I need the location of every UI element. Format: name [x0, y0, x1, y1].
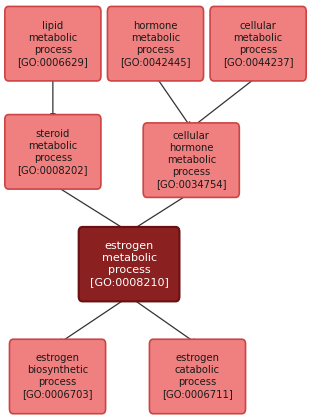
FancyBboxPatch shape — [108, 7, 204, 81]
FancyBboxPatch shape — [143, 123, 239, 198]
Text: estrogen
biosynthetic
process
[GO:0006703]: estrogen biosynthetic process [GO:000670… — [22, 354, 93, 399]
Text: estrogen
catabolic
process
[GO:0006711]: estrogen catabolic process [GO:0006711] — [162, 354, 233, 399]
FancyBboxPatch shape — [10, 339, 106, 414]
Text: cellular
metabolic
process
[GO:0044237]: cellular metabolic process [GO:0044237] — [223, 21, 293, 67]
FancyBboxPatch shape — [79, 227, 179, 301]
FancyBboxPatch shape — [5, 115, 101, 189]
FancyBboxPatch shape — [5, 7, 101, 81]
Text: lipid
metabolic
process
[GO:0006629]: lipid metabolic process [GO:0006629] — [17, 21, 88, 67]
FancyBboxPatch shape — [150, 339, 246, 414]
FancyBboxPatch shape — [210, 7, 306, 81]
Text: estrogen
metabolic
process
[GO:0008210]: estrogen metabolic process [GO:0008210] — [90, 241, 169, 287]
Text: cellular
hormone
metabolic
process
[GO:0034754]: cellular hormone metabolic process [GO:0… — [156, 131, 226, 189]
Text: steroid
metabolic
process
[GO:0008202]: steroid metabolic process [GO:0008202] — [18, 129, 88, 175]
Text: hormone
metabolic
process
[GO:0042445]: hormone metabolic process [GO:0042445] — [120, 21, 191, 67]
